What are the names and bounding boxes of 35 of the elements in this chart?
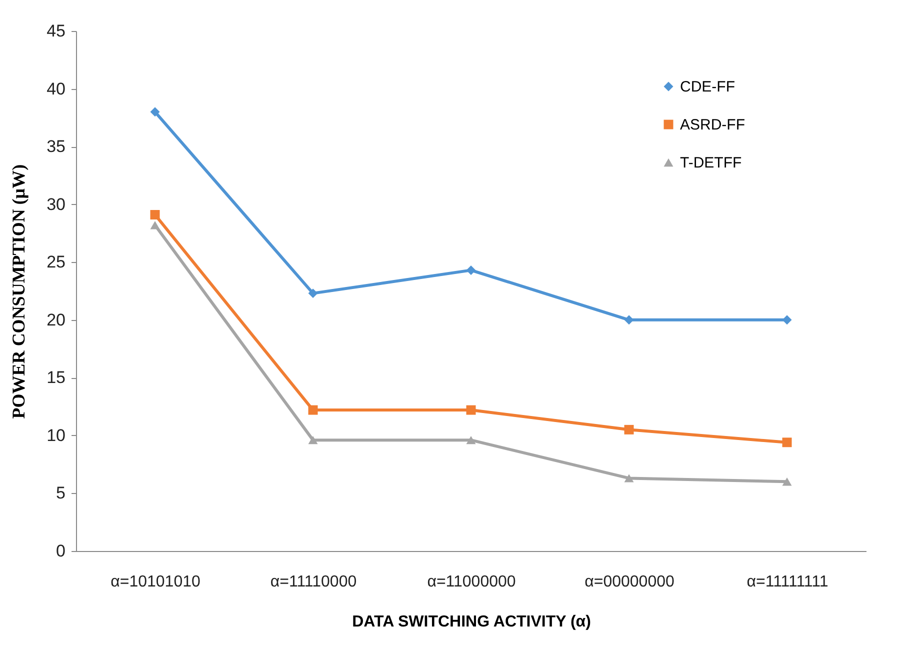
point bbox=[624, 424, 634, 434]
y-tick-label: 35 bbox=[46, 137, 66, 156]
point bbox=[466, 405, 476, 415]
y-tick-label: 25 bbox=[46, 252, 66, 272]
point bbox=[782, 315, 792, 325]
point bbox=[150, 107, 160, 117]
point bbox=[150, 210, 160, 220]
point bbox=[624, 474, 634, 482]
point bbox=[624, 315, 634, 325]
point bbox=[466, 265, 476, 275]
y-axis-title: POWER CONSUMPTION (µW) bbox=[8, 164, 29, 419]
point bbox=[782, 438, 792, 448]
x-tick-label: α=11111111 bbox=[746, 574, 828, 590]
point bbox=[150, 221, 160, 230]
y-tick-label: 45 bbox=[46, 22, 66, 40]
point bbox=[308, 288, 318, 298]
y-tick-label: 40 bbox=[46, 79, 66, 98]
legend-label: CDE-FF bbox=[680, 78, 735, 96]
legend-label: T-DETFF bbox=[680, 154, 742, 172]
y-tick-label: 10 bbox=[46, 426, 66, 445]
x-tick-label: α=11110000 bbox=[270, 574, 357, 590]
point bbox=[782, 478, 792, 486]
point bbox=[308, 405, 318, 415]
x-tick-label: α=00000000 bbox=[584, 574, 674, 590]
legend-label: ASRD-FF bbox=[680, 116, 745, 134]
y-tick-label: 20 bbox=[46, 310, 66, 330]
point bbox=[466, 436, 476, 444]
point bbox=[308, 436, 318, 444]
x-axis-title: DATA SWITCHING ACTIVITY (α) bbox=[352, 614, 591, 630]
x-tick-label: α=11000000 bbox=[427, 574, 516, 590]
x-tick-label: α=10101010 bbox=[110, 574, 200, 590]
y-tick-label: 5 bbox=[56, 484, 66, 503]
y-tick-label: 30 bbox=[46, 194, 66, 214]
y-tick-label: 0 bbox=[56, 542, 66, 560]
y-tick-label: 15 bbox=[46, 368, 66, 388]
